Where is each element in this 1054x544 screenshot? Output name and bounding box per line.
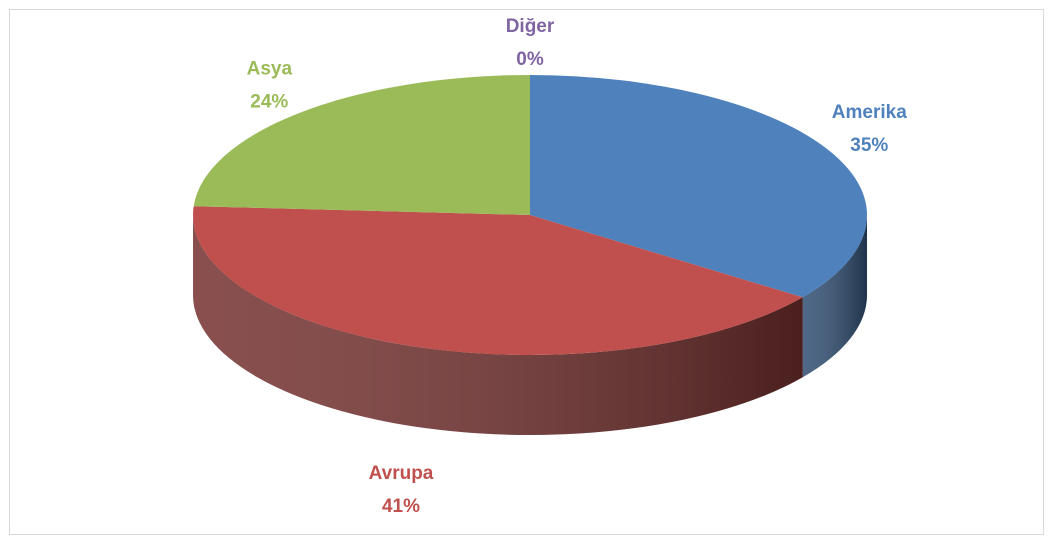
label-name: Asya (247, 59, 293, 80)
slice (530, 75, 867, 298)
slice-side-shade (192, 215, 803, 435)
slice (193, 75, 531, 215)
slice (193, 206, 803, 355)
slice-side-shade (802, 215, 867, 378)
label-value: 41% (382, 496, 420, 517)
label-name: Avrupa (369, 463, 434, 484)
label-value: 35% (850, 135, 888, 156)
label-name: Diğer (506, 16, 555, 37)
label-name: Amerika (832, 102, 907, 123)
label-value: 24% (250, 92, 288, 113)
label-value: 0% (516, 49, 544, 70)
